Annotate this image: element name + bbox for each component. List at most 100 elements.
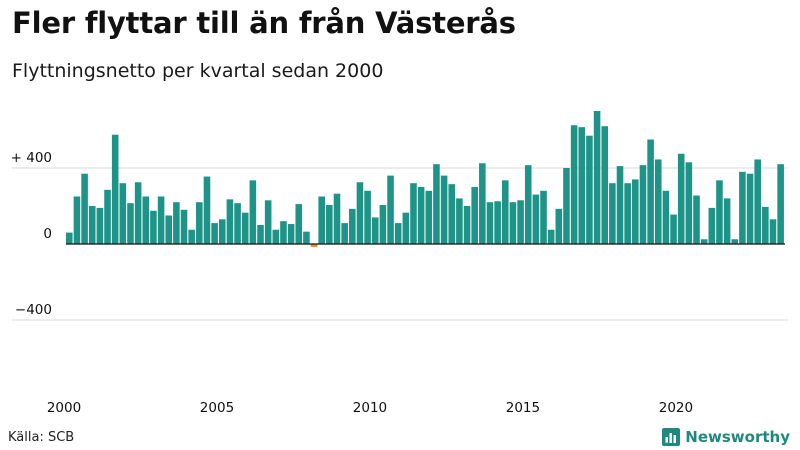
bar: [731, 239, 739, 244]
bar: [196, 202, 203, 244]
bar: [685, 162, 693, 244]
bar: [532, 194, 540, 244]
bar: [494, 201, 501, 244]
bar: [371, 217, 379, 244]
bar: [349, 208, 356, 244]
bar: [654, 159, 662, 244]
bar: [593, 111, 601, 244]
bar: [708, 207, 716, 244]
bar: [410, 183, 417, 244]
bar: [356, 182, 364, 244]
bar: [295, 204, 303, 244]
bar: [677, 153, 685, 244]
bar: [379, 205, 387, 244]
bar: [670, 214, 677, 244]
bar: [647, 139, 654, 244]
y-tick-label: 0: [43, 226, 52, 242]
bar: [387, 175, 394, 244]
bar: [303, 231, 310, 244]
bar: [318, 196, 325, 244]
source-note: Källa: SCB: [8, 430, 75, 445]
bar: [524, 165, 532, 244]
bar: [739, 171, 746, 244]
bar: [364, 190, 371, 244]
bar: [456, 198, 463, 244]
bar-series: [66, 111, 784, 247]
bar: [586, 135, 593, 244]
bar: [394, 223, 402, 244]
bar: [226, 199, 234, 244]
bar: [73, 196, 81, 244]
bar: [157, 196, 165, 244]
y-tick-label: + 400: [11, 150, 52, 166]
x-tick-label: 2015: [506, 400, 540, 416]
bar: [287, 224, 295, 244]
bar: [119, 183, 127, 244]
y-tick-label: −400: [15, 302, 52, 318]
bar: [127, 203, 134, 244]
bar: [570, 125, 578, 244]
bar: [134, 182, 142, 244]
brand-name: Newsworthy: [685, 428, 790, 446]
bar: [700, 239, 708, 244]
bar: [433, 164, 440, 244]
bar: [173, 202, 180, 244]
bar: [310, 244, 318, 247]
x-tick-label: 2005: [200, 400, 234, 416]
bar: [616, 166, 624, 244]
bar: [257, 225, 264, 244]
bar: [203, 176, 211, 244]
bar: [479, 163, 486, 244]
bar: [88, 206, 96, 244]
bar: [142, 196, 150, 244]
bar: [693, 195, 700, 244]
bar: [249, 180, 257, 244]
bar: [280, 221, 287, 244]
bar: [425, 190, 433, 244]
bar: [486, 202, 494, 244]
bar: [762, 206, 769, 244]
bar: [326, 205, 333, 244]
bar: [180, 209, 188, 244]
bar: [417, 187, 425, 244]
bar: [754, 159, 761, 244]
bar: [632, 179, 639, 244]
brand-logo[interactable]: Newsworthy: [662, 427, 790, 447]
bar: [264, 200, 272, 244]
bar: [578, 127, 586, 244]
x-axis-ticks: 2000 2005 2010 2015 2020: [47, 400, 693, 416]
bar: [471, 187, 478, 244]
bar: [188, 229, 195, 244]
bar: [341, 223, 348, 244]
bar: [723, 198, 731, 244]
bar: [234, 203, 241, 244]
bar: [81, 173, 88, 244]
bar: [150, 210, 157, 244]
bar: [211, 223, 218, 244]
bar: [517, 200, 524, 244]
bar: [272, 229, 280, 244]
bar: [333, 193, 341, 244]
bar: [746, 173, 754, 244]
chart-subtitle: Flyttningsnetto per kvartal sedan 2000: [12, 60, 384, 82]
bar: [509, 202, 517, 244]
bar: [501, 180, 509, 244]
bar: [563, 168, 570, 244]
bar: [104, 189, 111, 244]
bar: [601, 126, 609, 244]
y-axis-ticks: + 400 0 −400: [11, 150, 52, 318]
x-tick-label: 2000: [47, 400, 81, 416]
bar: [402, 212, 410, 244]
chart-title: Fler flyttar till än från Västerås: [12, 6, 516, 40]
bar: [96, 207, 104, 244]
bar: [547, 229, 555, 244]
bar: [448, 184, 456, 244]
bar: [218, 219, 226, 244]
bar: [716, 180, 723, 244]
bar: [66, 232, 73, 244]
bar: [540, 190, 547, 244]
bar: [624, 183, 631, 244]
x-tick-label: 2020: [659, 400, 693, 416]
bar: [463, 206, 471, 244]
